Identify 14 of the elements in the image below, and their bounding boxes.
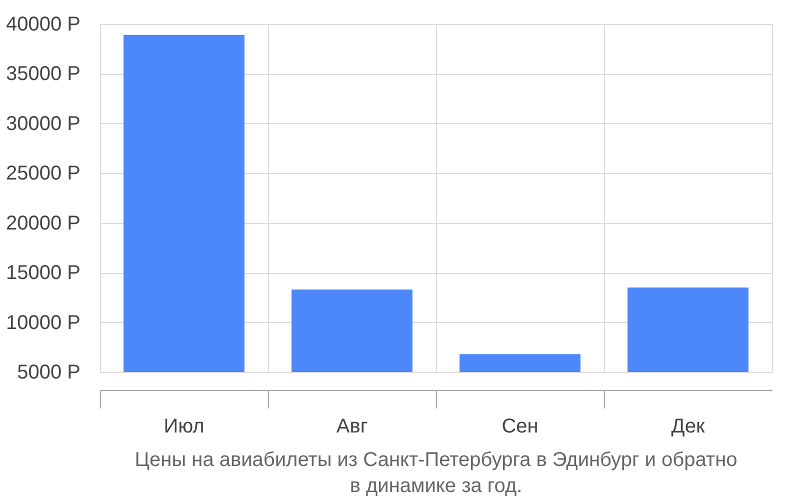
x-tick-label: Сен: [502, 416, 538, 438]
y-tick-label: 35000 Р: [6, 63, 80, 86]
y-tick-label: 5000 Р: [17, 362, 80, 384]
text: в динамике за год.: [350, 475, 522, 497]
y-tick-label: 20000 Р: [6, 212, 80, 234]
y-tick-label: 25000 Р: [6, 162, 80, 185]
x-tick-label: Дек: [671, 416, 705, 438]
text: Цены на авиабилеты из Санкт-Петербурга в Эдинбург и обратно: [134, 449, 738, 471]
x-tick-label: Июл: [164, 416, 204, 438]
y-tick-label: 15000 Р: [6, 262, 80, 284]
y-tick-label: 40000 Р: [6, 14, 80, 36]
y-tick-label: 30000 Р: [6, 112, 80, 135]
y-tick-label: 10000 Р: [6, 312, 80, 334]
x-tick-label: Авг: [336, 416, 368, 438]
